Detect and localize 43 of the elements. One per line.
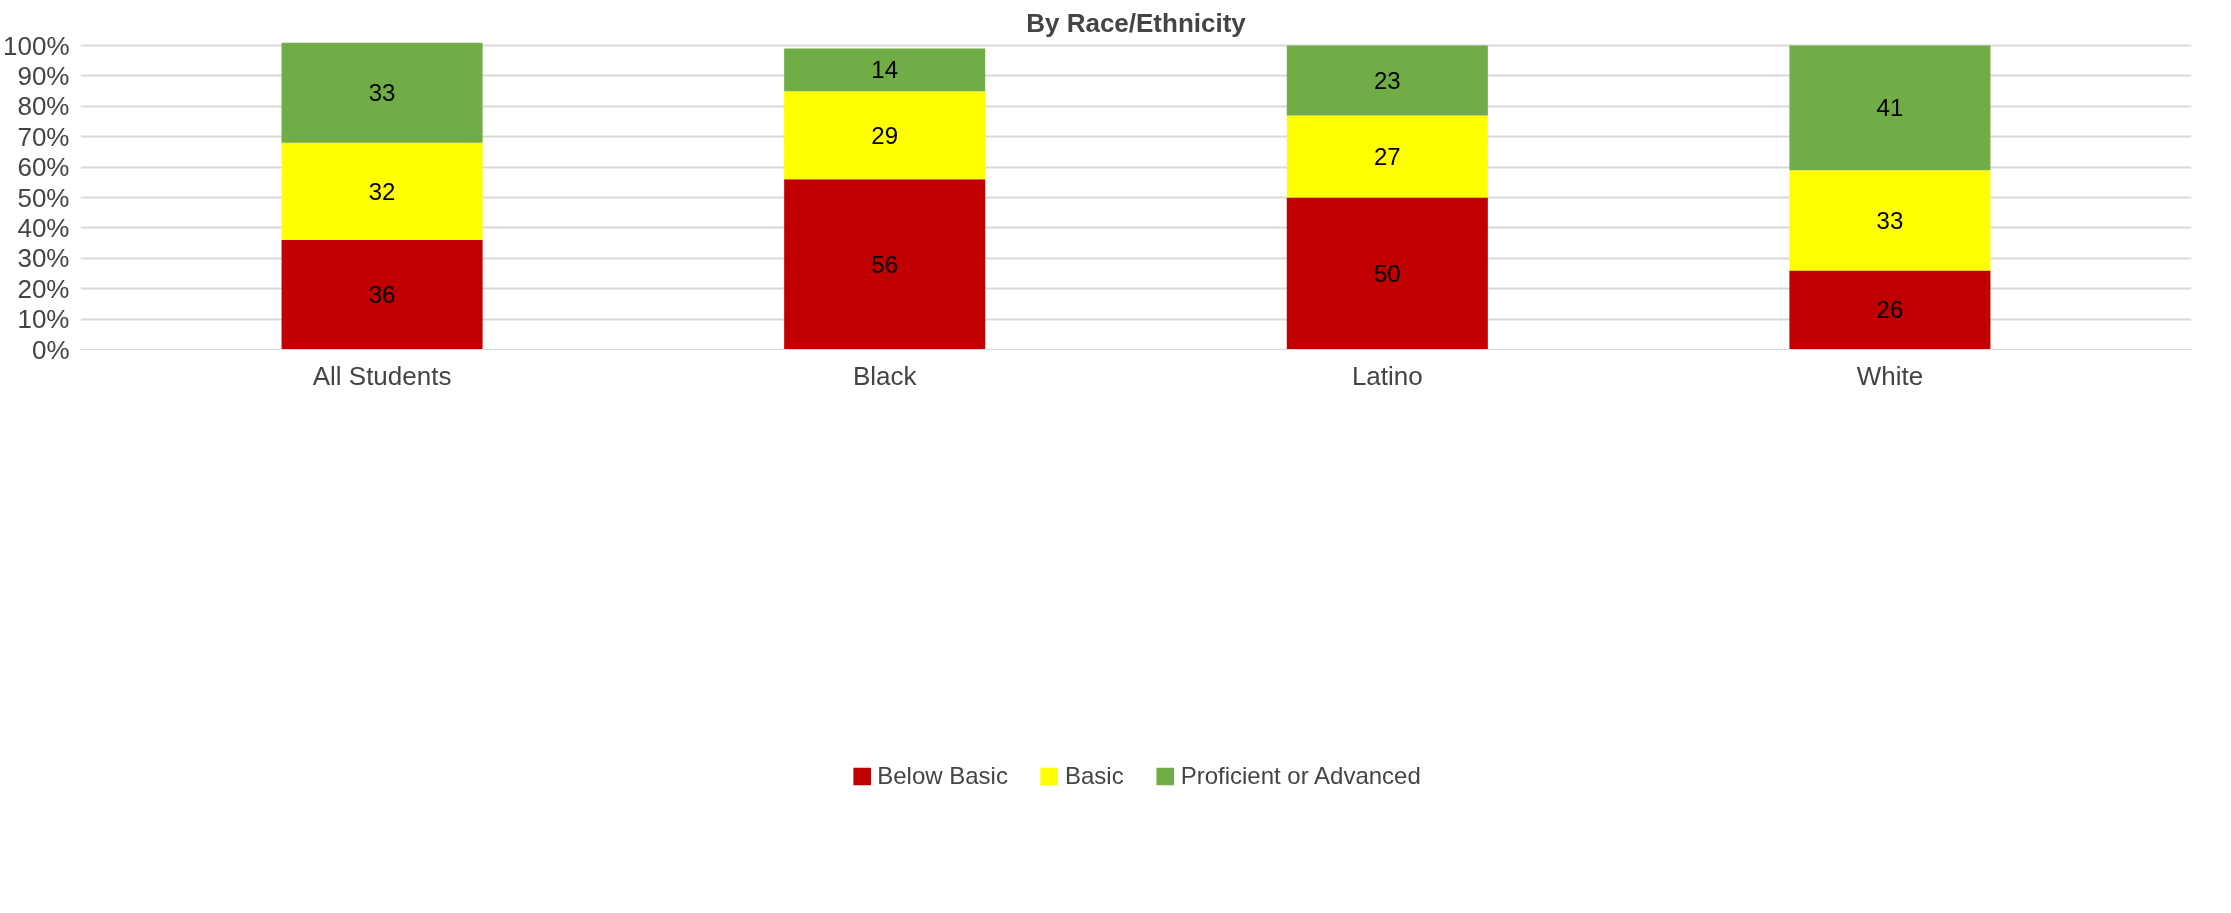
x-tick-label: Black [852,360,918,391]
x-tick-label: White [1856,360,1924,391]
data-label: 41 [1876,94,1904,122]
data-label: 33 [1876,206,1904,234]
legend-label: Basic [1064,762,1124,790]
bar [281,240,483,350]
y-tick-label: 100% [3,30,70,61]
data-label: 14 [871,56,899,84]
y-tick-label: 50% [17,182,70,213]
bar [784,91,986,180]
bar [784,48,986,92]
legend-label: Below Basic [877,762,1008,790]
y-tick-label: 60% [17,152,70,183]
data-label: 36 [368,281,396,309]
y-tick-label: 0% [31,334,70,365]
bar [1789,270,1991,350]
data-label: 32 [368,177,396,205]
bar [1286,45,1488,116]
x-tick-label: Latino [1351,360,1423,391]
data-label: 27 [1373,142,1401,170]
data-label: 26 [1876,296,1904,324]
data-label: 33 [368,79,396,107]
y-tick-label: 20% [17,273,70,304]
bar [1789,170,1991,271]
data-label: 29 [871,121,899,149]
data-label: 50 [1373,260,1401,288]
bar [1286,197,1488,350]
bar [281,42,483,143]
data-label: 56 [871,250,899,278]
data-label: 23 [1373,67,1401,94]
y-tick-label: 90% [17,60,70,91]
x-tick-label: All Students [312,360,452,391]
bar [1789,45,1991,171]
y-tick-label: 10% [17,304,70,335]
y-tick-label: 30% [17,243,70,274]
y-tick-label: 80% [17,91,70,122]
bar [784,179,986,350]
legend-label: Proficient or Advanced [1180,762,1421,790]
bar [1286,115,1488,198]
y-tick-label: 40% [17,212,70,243]
y-tick-label: 70% [17,121,70,152]
bar [281,142,483,241]
chart-title: By Race/Ethnicity [1026,7,1247,38]
